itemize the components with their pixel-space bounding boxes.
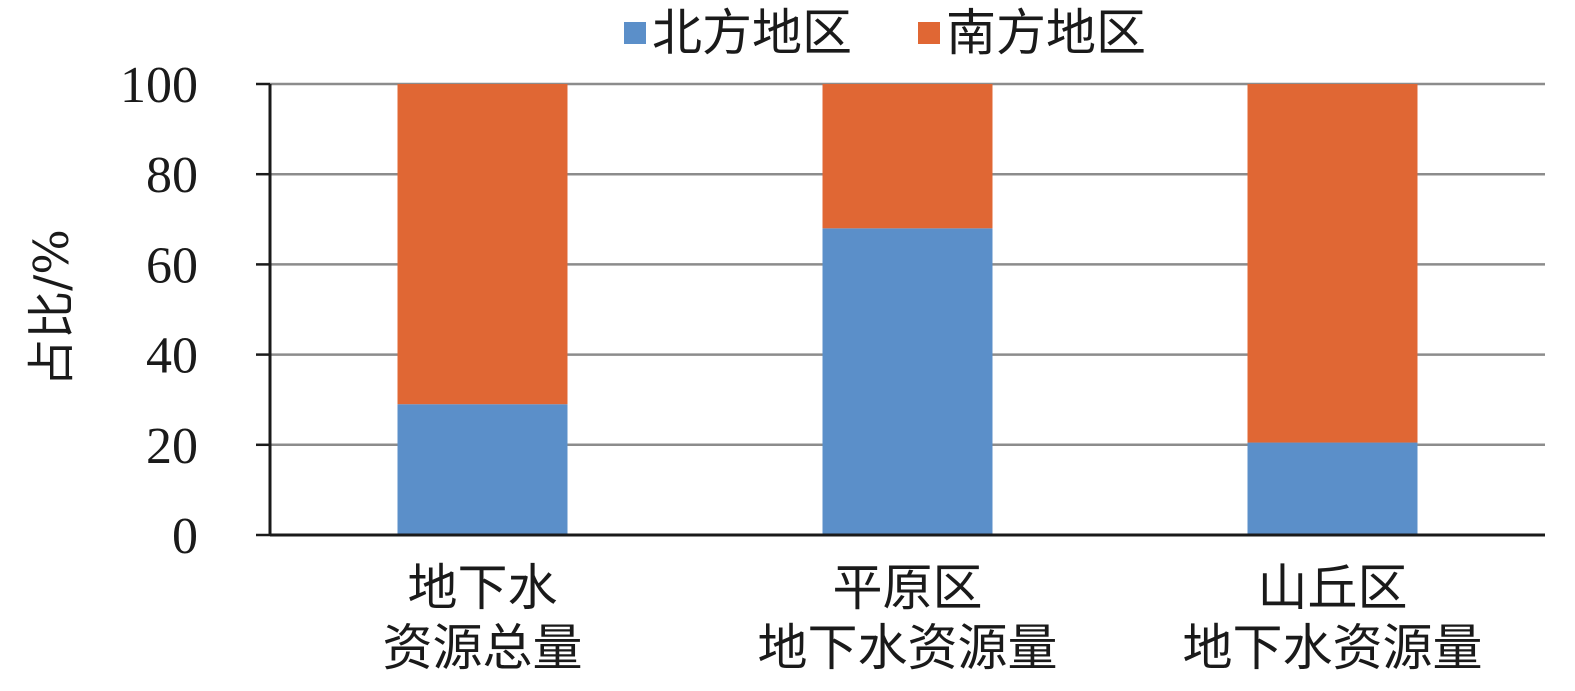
x-category-label: 地下水资源量 bbox=[758, 619, 1058, 677]
y-tick-labels: 0 20 40 60 80 100 bbox=[120, 57, 198, 565]
x-category-label: 资源总量 bbox=[383, 619, 583, 677]
x-category-label: 地下水资源量 bbox=[1183, 619, 1483, 677]
bar-segment-south bbox=[1247, 84, 1418, 443]
y-tick-label: 80 bbox=[146, 147, 198, 204]
legend: 北方地区 南方地区 bbox=[624, 4, 1146, 62]
y-tick-label: 40 bbox=[146, 328, 198, 385]
axes bbox=[256, 82, 1545, 537]
y-tick-label: 20 bbox=[146, 418, 198, 475]
bars bbox=[397, 84, 1418, 535]
bar-segment-south bbox=[822, 84, 993, 229]
x-category-label: 山丘区 bbox=[1258, 559, 1408, 617]
bar-segment-north bbox=[1247, 442, 1418, 535]
y-tick-label: 0 bbox=[172, 508, 198, 565]
bar-segment-north bbox=[822, 228, 993, 535]
legend-swatch bbox=[624, 22, 646, 44]
bar-segment-south bbox=[397, 84, 568, 405]
x-category-label: 平原区 bbox=[833, 559, 983, 617]
legend-label: 北方地区 bbox=[652, 4, 852, 62]
bar-segment-north bbox=[397, 404, 568, 535]
y-axis-title: 占比/% bbox=[24, 229, 80, 387]
legend-label: 南方地区 bbox=[946, 4, 1146, 62]
legend-swatch bbox=[918, 22, 940, 44]
y-tick-label: 100 bbox=[120, 57, 198, 114]
y-tick-label: 60 bbox=[146, 237, 198, 294]
x-category-label: 地下水 bbox=[408, 559, 558, 617]
